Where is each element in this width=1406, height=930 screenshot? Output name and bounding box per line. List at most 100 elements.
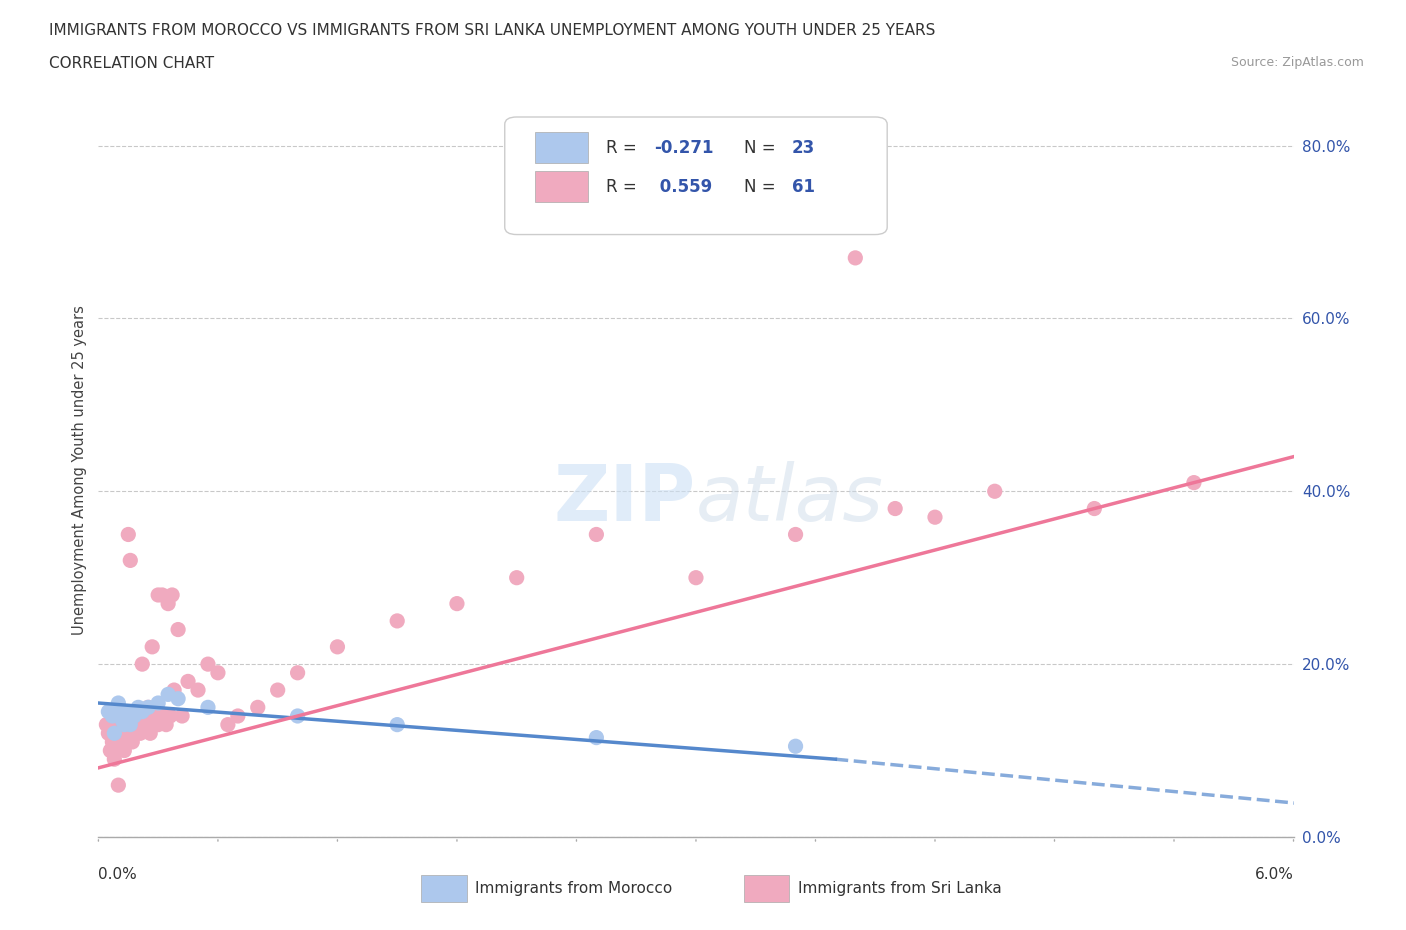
Point [124, 709, 146, 724]
FancyBboxPatch shape [505, 117, 887, 234]
Text: ZIP: ZIP [554, 461, 696, 537]
Point [143, 709, 166, 724]
Point [121, 725, 143, 740]
Point [107, 696, 129, 711]
Point [110, 709, 132, 724]
Text: 0.559: 0.559 [654, 178, 713, 196]
Point [1083, 501, 1105, 516]
Point [115, 735, 138, 750]
FancyBboxPatch shape [422, 875, 467, 902]
Point [127, 700, 149, 715]
Text: -0.271: -0.271 [654, 139, 714, 157]
Point [153, 709, 176, 724]
Point [121, 735, 143, 750]
Point [197, 700, 219, 715]
Text: R =: R = [606, 139, 643, 157]
Point [97, 725, 120, 740]
Point [103, 751, 125, 766]
Point [385, 614, 409, 629]
Point [96, 717, 118, 732]
Point [97, 704, 120, 719]
Text: 0.0%: 0.0% [98, 868, 138, 883]
Point [150, 588, 173, 603]
Point [115, 709, 138, 724]
Text: R =: R = [606, 178, 643, 196]
Point [117, 527, 139, 542]
Point [136, 700, 159, 715]
Point [120, 553, 142, 568]
Point [131, 657, 153, 671]
Point [287, 665, 309, 680]
Point [187, 683, 209, 698]
Text: Source: ZipAtlas.com: Source: ZipAtlas.com [1230, 56, 1364, 69]
Point [103, 725, 125, 740]
Point [112, 743, 135, 758]
Point [167, 691, 190, 706]
Point [127, 717, 149, 732]
Point [98, 743, 122, 758]
Text: N =: N = [744, 178, 780, 196]
Point [287, 709, 309, 724]
Point [157, 596, 180, 611]
Text: 61: 61 [792, 178, 814, 196]
Point [131, 704, 153, 719]
Point [785, 738, 807, 753]
Text: atlas: atlas [696, 461, 884, 537]
Point [134, 709, 156, 724]
Point [884, 501, 907, 516]
Point [385, 717, 409, 732]
Point [446, 596, 468, 611]
Point [145, 717, 167, 732]
Point [326, 640, 349, 655]
Point [1182, 475, 1205, 490]
Y-axis label: Unemployment Among Youth under 25 years: Unemployment Among Youth under 25 years [72, 305, 87, 634]
Point [172, 709, 194, 724]
Point [101, 709, 124, 724]
Point [685, 570, 707, 585]
Point [924, 510, 946, 525]
Point [844, 250, 866, 265]
Point [157, 687, 180, 702]
Point [160, 588, 183, 603]
Point [135, 717, 157, 732]
Point [163, 683, 186, 698]
Point [111, 725, 134, 740]
Point [585, 730, 607, 745]
Point [111, 713, 134, 728]
Point [101, 735, 124, 750]
FancyBboxPatch shape [744, 875, 789, 902]
Point [167, 622, 190, 637]
Point [267, 683, 290, 698]
Text: Immigrants from Sri Lanka: Immigrants from Sri Lanka [797, 881, 1001, 896]
Point [148, 696, 170, 711]
Point [785, 527, 807, 542]
Point [107, 777, 129, 792]
Point [110, 735, 132, 750]
Point [141, 640, 163, 655]
Text: 23: 23 [792, 139, 815, 157]
Text: N =: N = [744, 139, 780, 157]
Point [121, 704, 143, 719]
Point [136, 700, 159, 715]
Point [129, 725, 152, 740]
Point [197, 657, 219, 671]
Point [246, 700, 269, 715]
Point [148, 588, 170, 603]
Point [107, 717, 129, 732]
Text: IMMIGRANTS FROM MOROCCO VS IMMIGRANTS FROM SRI LANKA UNEMPLOYMENT AMONG YOUTH UN: IMMIGRANTS FROM MOROCCO VS IMMIGRANTS FR… [49, 23, 935, 38]
Point [217, 717, 239, 732]
Point [506, 570, 529, 585]
Point [112, 717, 135, 732]
Point [159, 709, 181, 724]
Point [105, 743, 128, 758]
Point [984, 484, 1007, 498]
Point [117, 704, 139, 719]
Point [155, 717, 177, 732]
Point [124, 725, 146, 740]
FancyBboxPatch shape [534, 132, 589, 164]
Text: Immigrants from Morocco: Immigrants from Morocco [475, 881, 672, 896]
Point [177, 674, 200, 689]
Text: CORRELATION CHART: CORRELATION CHART [49, 56, 214, 71]
Point [226, 709, 249, 724]
Point [139, 725, 162, 740]
